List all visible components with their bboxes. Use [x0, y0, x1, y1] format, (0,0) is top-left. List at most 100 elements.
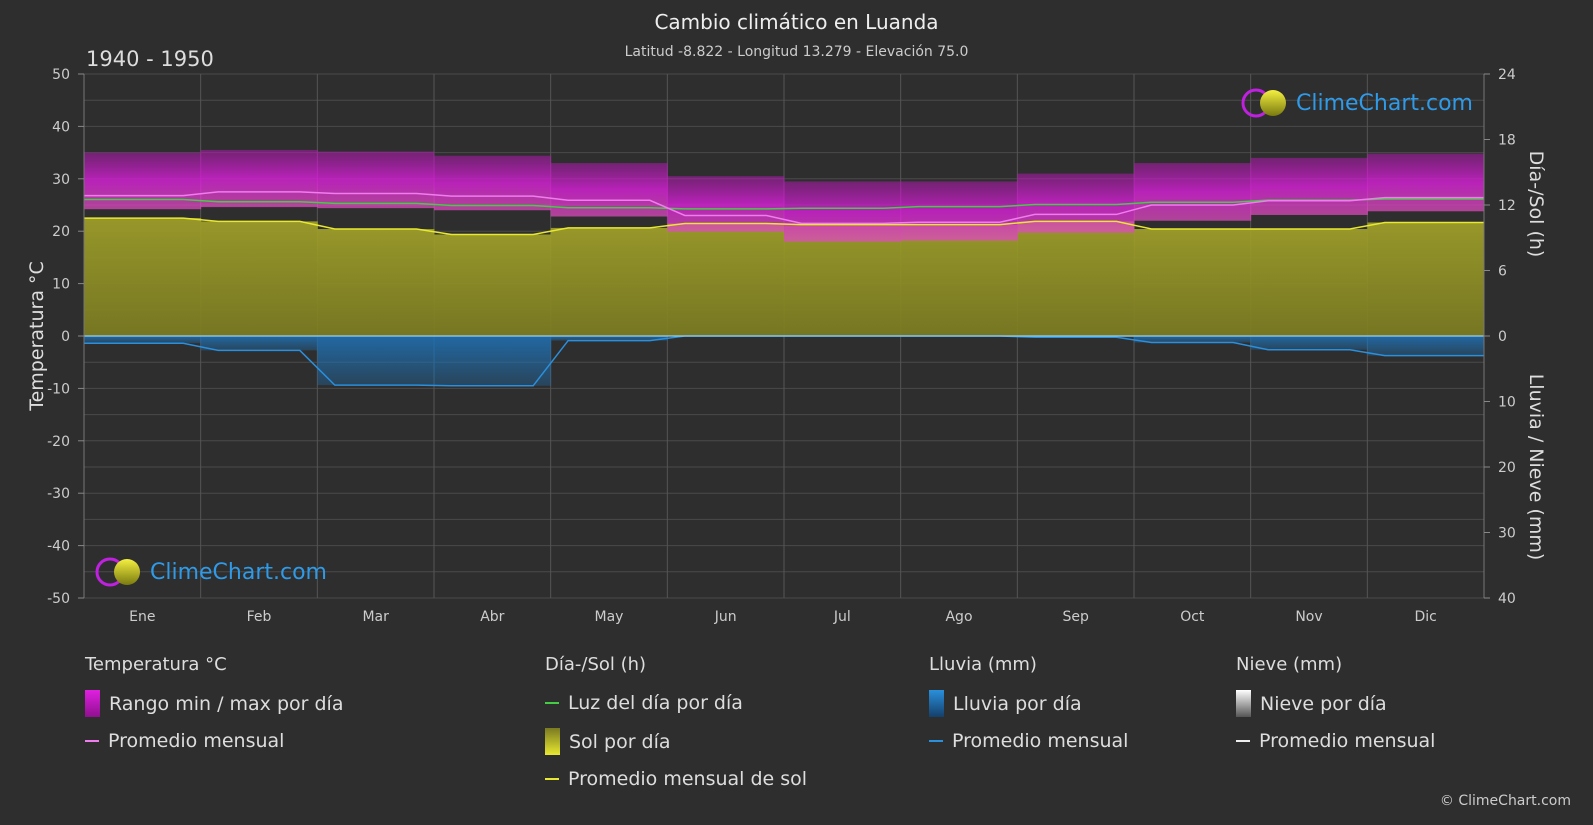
legend-item-rain-avg: Promedio mensual	[929, 730, 1128, 752]
temp-avg-line	[84, 191, 1484, 225]
month-tick-label: May	[595, 609, 624, 625]
sunshine-bar	[1367, 222, 1485, 336]
legend-label: Lluvia por día	[953, 692, 1082, 715]
plot-area	[84, 149, 1485, 387]
month-tick-label: Abr	[480, 609, 504, 625]
left-tick-label: 0	[61, 329, 70, 345]
month-tick-label: Mar	[362, 609, 389, 625]
line-swatch-icon	[929, 740, 943, 742]
logo-bottom[interactable]: ClimeChart.com	[94, 555, 327, 589]
right-tick-label-rain: 20	[1498, 460, 1516, 476]
left-tick-label: 30	[52, 172, 70, 188]
legend-item-temp-avg: Promedio mensual	[85, 730, 284, 752]
climechart-logo-icon	[95, 557, 140, 587]
right-tick-label-sun: 0	[1498, 329, 1507, 345]
legend-label: Luz del día por día	[568, 692, 743, 714]
legend-item-sun-avg: Promedio mensual de sol	[545, 768, 807, 790]
temp-range-bar	[1367, 153, 1485, 212]
sun-avg-line	[84, 217, 1484, 236]
sunshine-bar	[1250, 229, 1368, 336]
temp-range-bar	[1017, 173, 1135, 233]
legend-label: Promedio mensual	[108, 730, 285, 752]
month-tick-label: Ene	[129, 609, 155, 625]
sunshine-bar	[550, 227, 668, 336]
left-tick-label: 50	[52, 67, 70, 83]
right-axis-title-rain: Lluvia / Nieve (mm)	[1525, 374, 1547, 561]
temp-range-bar	[1134, 163, 1252, 221]
snow-swatch-icon	[1236, 690, 1251, 717]
chart-title: Cambio climático en Luanda	[654, 10, 939, 34]
right-tick-label-rain: 30	[1498, 526, 1516, 542]
left-tick-label: -10	[47, 381, 70, 397]
right-axis-title-sun: Día-/Sol (h)	[1525, 151, 1547, 258]
rain-bar	[434, 336, 552, 386]
temp-range-bar	[84, 152, 202, 210]
axes: 50 40 30 20 10 0 -10 -20 -30 -40 -50 24 18 12 6 0 10 20 30…	[47, 67, 1516, 625]
legend-item-sunshine: Sol por día	[545, 728, 671, 755]
logo-text: ClimeChart.com	[1296, 90, 1473, 116]
line-swatch-icon	[1236, 740, 1250, 742]
rain-bar	[84, 336, 202, 344]
month-tick-label: Sep	[1062, 609, 1089, 625]
month-tick-label: Dic	[1414, 609, 1436, 625]
right-tick-label-rain: 10	[1498, 395, 1516, 411]
sunshine-bar	[434, 234, 552, 336]
sunshine-bar	[667, 223, 785, 336]
legend-label: Promedio mensual	[952, 730, 1129, 752]
legend-label: Rango min / max por día	[109, 692, 344, 715]
month-tick-label: Ago	[945, 609, 972, 625]
logo-text: ClimeChart.com	[150, 559, 327, 585]
temp-range-bar	[434, 155, 552, 211]
climechart-logo-icon	[1241, 88, 1286, 118]
left-tick-label: -40	[47, 539, 70, 555]
month-tick-label: Nov	[1295, 609, 1322, 625]
legend-heading-sun: Día-/Sol (h)	[545, 654, 647, 675]
legend-label: Nieve por día	[1260, 692, 1387, 715]
period-label: 1940 - 1950	[86, 47, 214, 71]
month-tick-label: Jul	[833, 609, 851, 625]
temp-range-bar	[550, 163, 668, 217]
month-tick-label: Jun	[714, 609, 737, 625]
left-tick-label: -50	[47, 591, 70, 607]
right-tick-label-sun: 12	[1498, 198, 1516, 214]
rain-bar	[1367, 336, 1485, 356]
rain-swatch-icon	[929, 690, 944, 717]
copyright: © ClimeChart.com	[1439, 793, 1571, 809]
legend-item-snow-day: Nieve por día	[1236, 690, 1387, 717]
legend-heading-snow: Nieve (mm)	[1236, 654, 1343, 675]
temp-range-bar	[317, 151, 435, 209]
rain-bar	[1250, 336, 1368, 350]
sunshine-bar	[200, 221, 318, 336]
legend-item-snow-avg: Promedio mensual	[1236, 730, 1435, 752]
sun-swatch-icon	[545, 728, 560, 755]
right-tick-label-sun: 6	[1498, 264, 1507, 280]
left-tick-label: -30	[47, 486, 70, 502]
logo-top[interactable]: ClimeChart.com	[1240, 86, 1473, 120]
line-swatch-icon	[545, 702, 559, 704]
sunshine-bar	[84, 218, 202, 336]
sunshine-bar	[1017, 221, 1135, 336]
legend-heading-rain: Lluvia (mm)	[929, 654, 1037, 675]
right-tick-label-sun: 24	[1498, 67, 1516, 83]
legend-item-rain-day: Lluvia por día	[929, 690, 1082, 717]
month-tick-label: Oct	[1180, 609, 1205, 625]
left-tick-label: 10	[52, 277, 70, 293]
sunshine-bar	[1134, 229, 1252, 336]
temp-range-bar	[784, 181, 902, 242]
left-tick-label: -20	[47, 434, 70, 450]
range-swatch-icon	[85, 690, 100, 717]
left-axis-title: Temperatura °C	[26, 261, 48, 412]
legend-item-temp-range: Rango min / max por día	[85, 690, 343, 717]
left-tick-label: 20	[52, 224, 70, 240]
sunshine-bar	[784, 224, 902, 336]
rain-bar	[550, 336, 668, 341]
temp-range-bar	[667, 176, 785, 232]
line-swatch-icon	[85, 740, 99, 742]
right-tick-label-rain: 40	[1498, 591, 1516, 607]
temp-range-bar	[200, 149, 318, 208]
temp-range-bar	[1250, 157, 1368, 215]
sunshine-bar	[317, 229, 435, 336]
rain-bar	[317, 336, 435, 386]
chart-subtitle: Latitud -8.822 - Longitud 13.279 - Eleva…	[624, 44, 969, 60]
rain-bar	[1134, 336, 1252, 343]
